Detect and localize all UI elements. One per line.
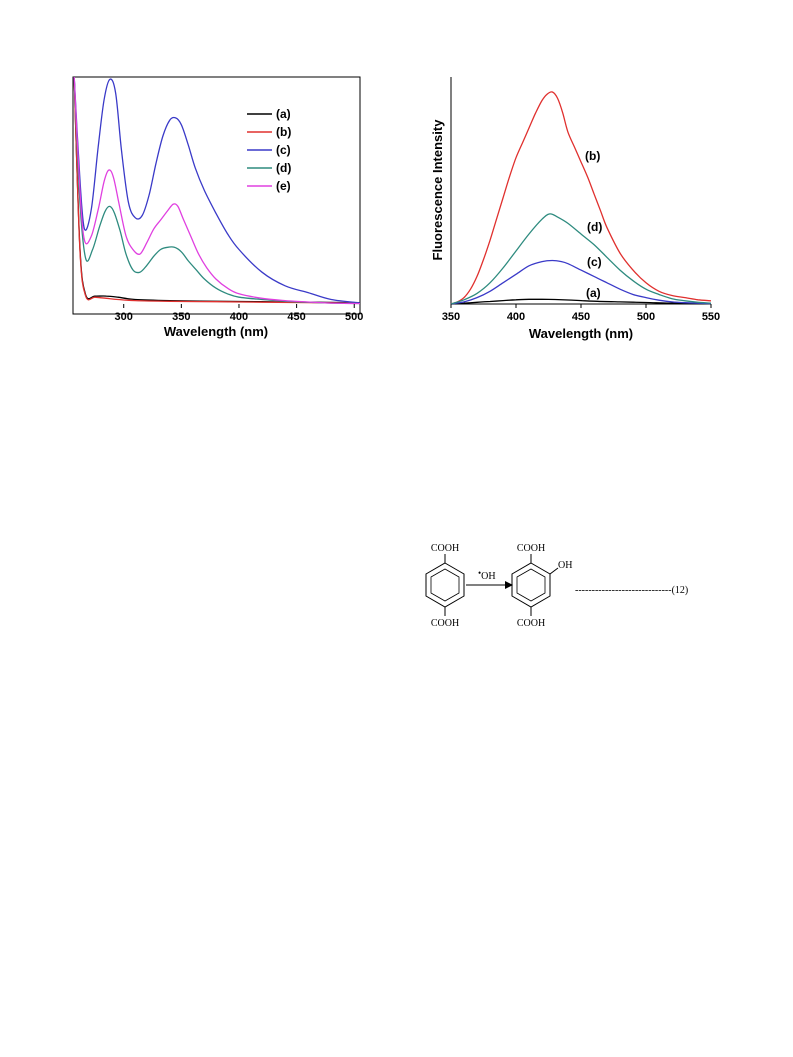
reactant-ring [425, 562, 465, 608]
chart1-x-tick-label: 450 [287, 311, 305, 323]
chart2-x-tick-label: 400 [507, 311, 525, 323]
arrow-head [505, 581, 513, 589]
reactant-bottom-group: COOH [431, 618, 459, 629]
terephthalic-acid-structure: COOH COOH [425, 543, 465, 629]
legend-label-e: (e) [276, 179, 291, 193]
legend-label-b: (b) [276, 125, 291, 139]
reaction-arrow: •OH [466, 568, 513, 589]
chart2-x-tick-label: 350 [442, 311, 460, 323]
chart2-curve-label-b: (b) [585, 149, 600, 163]
chart2-y-axis-title: Fluorescence Intensity [430, 119, 445, 261]
chart2-x-tick-label: 500 [637, 311, 655, 323]
chart2-x-tick-label: 450 [572, 311, 590, 323]
chart1-frame [72, 76, 361, 315]
chart1-series-line-e [73, 76, 361, 305]
chart2-curve-label-a: (a) [586, 286, 601, 300]
legend-label-c: (c) [276, 143, 291, 157]
chart2-series-line-a [450, 298, 712, 305]
product-bottom-group: COOH [517, 618, 545, 629]
chart1-series-group [73, 76, 361, 305]
uv-vis-absorption-chart: 300 350 400 450 500 Wavelength (nm) (a) (b) (c… [72, 76, 363, 339]
chart1-series-line-c [73, 76, 361, 304]
hydroxylation-reaction-scheme: COOH COOH •OH COOH OH COOH -------------… [425, 543, 688, 629]
chart2-series-line-b [450, 91, 712, 305]
product-oh-bond [549, 567, 559, 575]
product-ring-inner [516, 568, 546, 602]
chart1-x-tick-label: 500 [345, 311, 363, 323]
product-side-group: OH [558, 560, 572, 571]
hydroxyterephthalic-acid-structure: COOH OH COOH [511, 543, 572, 629]
chart2-curve-label-d: (d) [587, 220, 602, 234]
chart1-series-line-b [73, 76, 361, 304]
chart1-x-axis-title: Wavelength (nm) [164, 324, 268, 339]
equation-number: -----------------------------(12) [575, 585, 688, 596]
legend-label-d: (d) [276, 161, 291, 175]
chart2-curve-label-c: (c) [587, 255, 602, 269]
chart1-x-ticks: 300 350 400 450 500 [115, 304, 363, 323]
fluorescence-chart: 350 400 450 500 550 Wavelength (nm) Fluoresc… [430, 77, 720, 341]
product-ring [511, 562, 551, 608]
chart1-x-tick-label: 300 [115, 311, 133, 323]
reagent-radical-label: •OH [478, 568, 496, 582]
chart2-x-ticks: 350 400 450 500 550 [442, 304, 720, 323]
chart2-series-group [450, 91, 712, 305]
reactant-ring-inner [430, 568, 460, 602]
product-top-group: COOH [517, 543, 545, 554]
chart1-series-line-d [73, 76, 361, 305]
chart2-x-axis-title: Wavelength (nm) [529, 326, 633, 341]
legend-label-a: (a) [276, 107, 291, 121]
chart1-x-tick-label: 400 [230, 311, 248, 323]
chart2-x-tick-label: 550 [702, 311, 720, 323]
chart1-legend: (a) (b) (c) (d) (e) [247, 107, 291, 193]
chart2-series-line-d [450, 213, 712, 305]
chart1-x-tick-label: 350 [172, 311, 190, 323]
chart2-series-line-c [450, 259, 712, 305]
reactant-top-group: COOH [431, 543, 459, 554]
